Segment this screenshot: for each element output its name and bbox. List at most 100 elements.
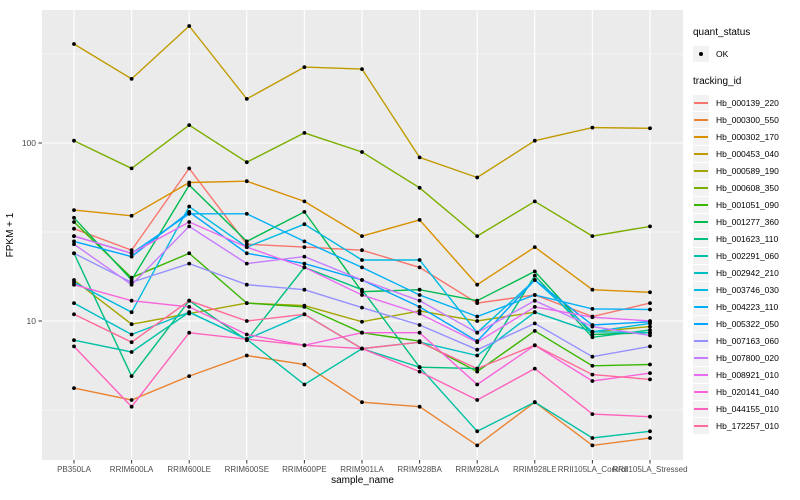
- markers-Hb_001051_090: [72, 220, 652, 374]
- legend-item-label: Hb_000453_040: [716, 148, 779, 159]
- legend-key-box: [693, 247, 709, 264]
- legend-item-label: Hb_000300_550: [716, 114, 779, 125]
- legend-item-Hb_000589_190: Hb_000589_190: [693, 162, 799, 179]
- markers-Hb_000139_220: [72, 166, 652, 319]
- legend-key-box: [693, 111, 709, 128]
- legend-item-Hb_005322_050: Hb_005322_050: [693, 315, 799, 332]
- legend-item-label: Hb_008921_010: [716, 369, 779, 380]
- line-swatch-icon: [694, 339, 708, 342]
- legend-item-label: Hb_005322_050: [716, 318, 779, 329]
- markers-Hb_172257_010: [72, 298, 652, 382]
- markers-Hb_044155_010: [72, 330, 652, 419]
- legend-key-box: [693, 94, 709, 111]
- line-swatch-icon: [694, 305, 708, 308]
- legend-item-label: Hb_007800_020: [716, 352, 779, 363]
- markers-Hb_000608_350: [72, 123, 652, 239]
- legend-key-box: [693, 417, 709, 434]
- x-tick-label: RRII105LA_Stressed: [612, 465, 687, 474]
- markers-Hb_005322_050: [72, 210, 652, 344]
- line-swatch-icon: [694, 424, 708, 427]
- point-marker-icon: [699, 51, 703, 56]
- legend-item-label: Hb_002291_060: [716, 250, 779, 261]
- line-chart-panel: PB350LA RRIM600LA RRIM600LE RRIM600SE RRIM60…: [5, 10, 688, 486]
- legend-key-box: [693, 315, 709, 332]
- legend-item-Hb_020141_040: Hb_020141_040: [693, 383, 799, 400]
- legend-item-label: Hb_044155_010: [716, 403, 779, 414]
- legend-tracking-id-items: Hb_000139_220 Hb_000300_550 Hb_000302_170 H…: [693, 94, 799, 434]
- markers-Hb_000302_170: [72, 179, 652, 295]
- legend-item-Hb_007800_020: Hb_007800_020: [693, 349, 799, 366]
- legend-item-Hb_172257_010: Hb_172257_010: [693, 417, 799, 434]
- line-swatch-icon: [694, 288, 708, 291]
- legend-item-label: Hb_000139_220: [716, 97, 779, 108]
- legend-item-label: Hb_020141_040: [716, 386, 779, 397]
- markers-Hb_000300_550: [72, 353, 652, 448]
- legend-item-Hb_002291_060: Hb_002291_060: [693, 247, 799, 264]
- legend-quant-status-title: quant_status: [693, 27, 751, 38]
- line-swatch-icon: [694, 203, 708, 206]
- x-tick-label: RRIM928LA: [455, 465, 499, 474]
- x-tick-label: RRIM600LA: [110, 465, 154, 474]
- line-swatch-icon: [694, 322, 708, 325]
- legend-item-label: Hb_172257_010: [716, 420, 779, 431]
- line-swatch-icon: [694, 254, 708, 257]
- legend-item-label: Hb_001277_360: [716, 216, 779, 227]
- legend-key-box: [693, 162, 709, 179]
- legend-item-label: Hb_000608_350: [716, 182, 779, 193]
- legend-key-box: [693, 179, 709, 196]
- legend-key-box: [693, 196, 709, 213]
- legend-item-Hb_000608_350: Hb_000608_350: [693, 179, 799, 196]
- legend-item-label: Hb_001051_090: [716, 199, 779, 210]
- legend-quant-status-items: OK: [693, 45, 799, 62]
- legend-item-Hb_000139_220: Hb_000139_220: [693, 94, 799, 111]
- legend-item-label: Hb_003746_030: [716, 284, 779, 295]
- legend-item-label: Hb_002942_210: [716, 267, 779, 278]
- line-swatch-icon: [694, 101, 708, 104]
- y-axis-title: FPKM + 1: [5, 212, 16, 257]
- y-tick-label: 100: [22, 138, 36, 148]
- line-swatch-icon: [694, 169, 708, 172]
- x-tick-label: RRIM928LE: [513, 465, 557, 474]
- legend-item-Hb_002942_210: Hb_002942_210: [693, 264, 799, 281]
- legend-key-box: [693, 400, 709, 417]
- legend-key-box: [693, 230, 709, 247]
- legend-item-Hb_007163_060: Hb_007163_060: [693, 332, 799, 349]
- legend-item-Hb_001051_090: Hb_001051_090: [693, 196, 799, 213]
- legend-item-Hb_000300_550: Hb_000300_550: [693, 111, 799, 128]
- line-swatch-icon: [694, 407, 708, 410]
- markers-Hb_007800_020: [72, 224, 652, 338]
- line-swatch-icon: [694, 237, 708, 240]
- y-tick-label: 10: [27, 316, 37, 326]
- line-swatch-icon: [694, 135, 708, 138]
- line-swatch-icon: [694, 373, 708, 376]
- x-tick-label: RRIM600LE: [167, 465, 211, 474]
- line-swatch-icon: [694, 271, 708, 274]
- legend-key-box: [693, 281, 709, 298]
- markers-Hb_001277_360: [72, 183, 652, 337]
- legend-key-box: [693, 366, 709, 383]
- legend-item-label: OK: [716, 48, 729, 59]
- x-tick-label: RRIM600PE: [282, 465, 326, 474]
- legend-item-Hb_001277_360: Hb_001277_360: [693, 213, 799, 230]
- legend-item-label: Hb_001623_110: [716, 233, 779, 244]
- legend-item-Hb_004223_110: Hb_004223_110: [693, 298, 799, 315]
- legend-key-box: [693, 298, 709, 315]
- legend-item-label: Hb_007163_060: [716, 335, 779, 346]
- legend-item-label: Hb_000589_190: [716, 165, 779, 176]
- legend-key-box: [693, 45, 709, 62]
- markers-Hb_008921_010: [72, 220, 652, 345]
- legend-key-box: [693, 213, 709, 230]
- legend-item-label: Hb_000302_170: [716, 131, 779, 142]
- x-tick-label: RRIM901LA: [340, 465, 384, 474]
- line-swatch-icon: [694, 390, 708, 393]
- legend-key-box: [693, 332, 709, 349]
- legend-key-box: [693, 349, 709, 366]
- legend-quant-status: quant_status OK: [693, 27, 799, 62]
- line-swatch-icon: [694, 152, 708, 155]
- legend-key-box: [693, 128, 709, 145]
- legend-tracking-id-title: tracking_id: [693, 76, 742, 87]
- x-tick-label: RRII105LA_Control: [558, 465, 628, 474]
- legend-key-box: [693, 145, 709, 162]
- legend-item-Hb_000453_040: Hb_000453_040: [693, 145, 799, 162]
